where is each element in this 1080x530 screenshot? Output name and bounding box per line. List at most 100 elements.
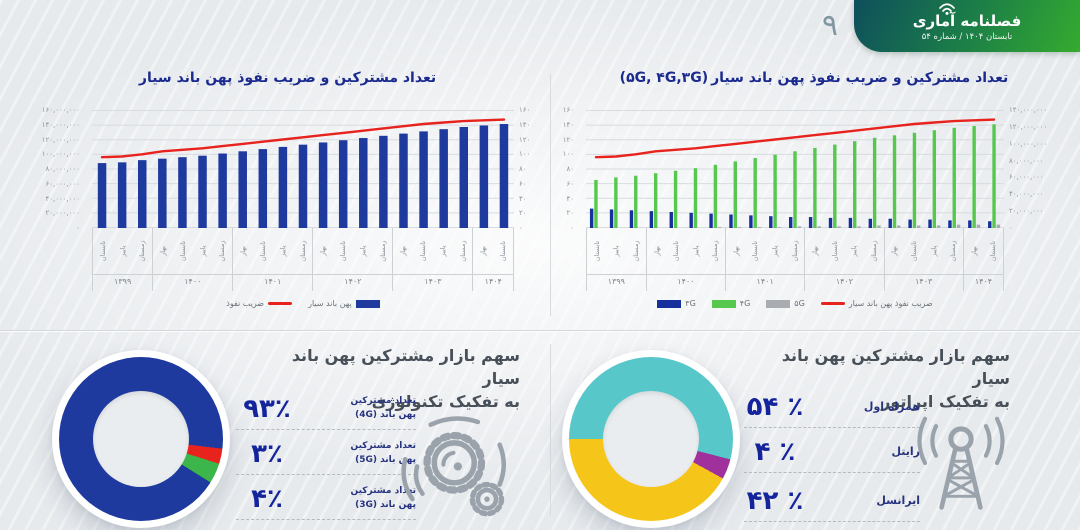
x-axis-tick: پاییز: [278, 245, 287, 257]
x-axis-tick: زمستان: [869, 240, 878, 262]
y-axis-tick: ۱۲۰,۰۰۰,۰۰۰: [1009, 122, 1048, 131]
tech-stats: ۹۳٪ تعداد مشترکین پهن باند (4G) ۳٪ تعداد…: [236, 392, 416, 527]
page-number: ۹: [821, 8, 838, 43]
x-axis-year-label: ۱۴۰۳: [884, 274, 963, 291]
y-axis-tick: ۸۰,۰۰۰,۰۰۰: [45, 165, 80, 173]
tech-title-line2: به تفکیک تکنولوژی: [371, 392, 520, 412]
chart-title: (۵G, ۴G,۳G) تعداد مشترکین و ضریب نفوذ په…: [556, 70, 1072, 86]
y-axis-tick: ۱۴۰: [519, 120, 531, 129]
tech-title-line1: سهم بازار مشترکین پهن باند سیار: [291, 346, 520, 389]
stat-percent: ۴ ٪: [754, 437, 796, 467]
stat-row: ۴٪ تعداد مشترکین پهن باند (3G): [236, 482, 416, 520]
x-axis-tick: تابستان: [178, 240, 187, 262]
x-axis-year-label: ۱۴۰۴: [963, 274, 1003, 291]
x-axis-tick: تابستان: [258, 240, 267, 262]
operator-section-title: سهم بازار مشترکین پهن باند سیار به تفکیک…: [742, 344, 1010, 414]
x-axis-year-group: تابستان پاییز زمستان ۱۳۹۹: [92, 228, 153, 291]
legend-item: ۳G: [657, 299, 696, 308]
y-axis-tick: ۲۰,۰۰۰,۰۰۰: [45, 209, 80, 218]
logo-title: فصلنامه آماری: [912, 11, 1022, 30]
bar-series: [97, 124, 509, 228]
y-axis-tick: ۱۴۰,۰۰۰,۰۰۰: [1009, 106, 1048, 114]
legend-label: ۳G: [685, 299, 696, 308]
plot-area: [92, 110, 514, 228]
x-axis-tick: زمستان: [458, 240, 467, 262]
y-axis-tick: ۴۰: [519, 194, 527, 203]
x-axis-tick: بهار: [890, 246, 899, 256]
legend-label: ضریب نفوذ پهن باند سیار: [848, 299, 933, 308]
penetration-line: [594, 118, 996, 159]
stat-percent: ۴۲ ٪: [746, 486, 804, 516]
x-axis-year-group: بهار تابستان پاییز زمستان ۱۴۰۰: [645, 228, 725, 291]
vertical-divider-top: [550, 74, 551, 316]
x-axis-year-label: ۱۴۰۱: [233, 274, 313, 291]
stat-label: رایتل: [891, 445, 920, 459]
x-axis-year-group: بهار تابستان پاییز زمستان ۱۴۰۱: [725, 228, 805, 291]
x-axis-tick: بهار: [239, 246, 248, 256]
stat-label-line1: تعداد مشترکین: [350, 441, 416, 452]
legend-label: ۴G: [739, 299, 751, 308]
chart-legend: ضریب نفوذ پهن باند سیار: [92, 299, 514, 308]
x-axis-tick: زمستان: [790, 240, 799, 262]
stat-percent: ۵۴ ٪: [746, 392, 804, 422]
legend-swatch: [766, 299, 791, 308]
y-axis-tick: ۶۰: [519, 179, 527, 188]
plot-row: ۱۶۰ ۱۴۰ ۱۲۰ ۱۰۰ ۸۰ ۶۰ ۴۰ ۲۰ ۰ ۱۴۰,۰۰۰,۰۰۰ ۱۲۰,۰۰۰…: [556, 106, 1072, 232]
x-axis-year-group: بهار تابستان پاییز زمستان ۱۴۰۰: [152, 228, 233, 291]
x-axis-year-group: بهار تابستان ۱۴۰۴: [962, 228, 1004, 291]
x-axis-tick: زمستان: [949, 240, 958, 262]
header-banner: فصلنامه آماری تابستان ۱۴۰۴ / شماره ۵۴: [854, 0, 1080, 52]
y-axis-tick: ۴۰: [566, 194, 574, 203]
antenna-tower-icon: [917, 416, 1005, 510]
plot-row: ۱۶۰,۰۰۰,۰۰۰ ۱۴۰,۰۰۰,۰۰۰ ۱۲۰,۰۰۰,۰۰۰ ۱۰۰,۰۰۰…: [28, 106, 544, 232]
operator-donut-card: [562, 350, 740, 528]
legend-swatch: [268, 302, 293, 305]
legend-item: ۴G: [711, 299, 751, 308]
x-axis: تابستان پاییز زمستان ۱۳۹۹ بهار تابستان پاییز زم…: [92, 228, 514, 291]
logo: فصلنامه آماری: [912, 2, 1022, 30]
bar-series: [589, 208, 992, 228]
y-axis-left: ۱۶۰ ۱۴۰ ۱۲۰ ۱۰۰ ۸۰ ۶۰ ۴۰ ۲۰ ۰: [556, 106, 586, 232]
y-axis-tick: ۸۰: [519, 165, 527, 173]
stat-label-line1: تعداد مشترکین: [350, 486, 416, 497]
y-axis-tick: ۶۰: [566, 179, 574, 188]
legend-label: ۵G: [794, 299, 805, 308]
stat-label-line2: پهن باند (3G): [355, 500, 416, 510]
y-axis-tick: ۲۰: [519, 209, 527, 218]
vertical-divider-bottom: [550, 344, 551, 516]
stat-label-line1: تعداد مشترکین: [350, 396, 416, 407]
bar-series: [717, 224, 1001, 228]
stat-label: تعداد مشترکین پهن باند (4G): [308, 395, 416, 423]
stat-label: ایرانسل: [876, 494, 920, 508]
y-axis-tick: ۰: [76, 224, 80, 232]
x-axis-tick: بهار: [319, 246, 328, 256]
x-axis-year-label: ۱۴۰۰: [153, 274, 233, 291]
chart-canvas: [586, 110, 1004, 228]
stat-percent: ۴٪: [251, 484, 283, 514]
y-axis-tick: ۱۰۰,۰۰۰,۰۰۰: [41, 150, 80, 159]
y-axis-tick: ۱۲۰: [519, 135, 531, 144]
x-axis-tick: تابستان: [499, 240, 508, 262]
x-axis-tick: پاییز: [850, 245, 859, 257]
x-axis-tick: پاییز: [118, 245, 127, 257]
x-axis-tick: بهار: [479, 246, 488, 256]
x-axis-tick: تابستان: [909, 240, 918, 262]
chart-legend: ۳G ۴G ۵G ضریب نفوذ پهن باند سیار: [586, 299, 1004, 308]
x-axis-tick: بهار: [811, 246, 820, 256]
stat-percent: ۳٪: [251, 439, 283, 469]
legend-swatch: [711, 299, 736, 308]
chart-title-text: تعداد مشترکین و ضریب نفوذ پهن باند سیار: [711, 70, 1009, 86]
stat-label: تعداد مشترکین پهن باند (5G): [308, 440, 416, 468]
x-axis-tick: بهار: [159, 246, 168, 256]
y-axis-tick: ۴۰,۰۰۰,۰۰۰: [1009, 190, 1044, 199]
operator-title-line1: سهم بازار مشترکین پهن باند سیار: [781, 346, 1010, 389]
x-axis-tick: تابستان: [419, 240, 428, 262]
wifi-icon: [938, 2, 955, 15]
y-axis-right: ۱۴۰,۰۰۰,۰۰۰ ۱۲۰,۰۰۰,۰۰۰ ۱۰۰,۰۰۰,۰۰۰ ۸۰,۰۰۰,…: [1004, 106, 1072, 232]
x-axis: تابستان پاییز زمستان ۱۳۹۹ بهار تابستان پاییز زم…: [586, 228, 1004, 291]
horizontal-divider: [0, 330, 1080, 331]
stat-label-line2: پهن باند (5G): [355, 455, 416, 465]
legend-label: ضریب نفوذ: [226, 299, 265, 308]
x-axis-year-label: ۱۴۰۰: [646, 274, 725, 291]
